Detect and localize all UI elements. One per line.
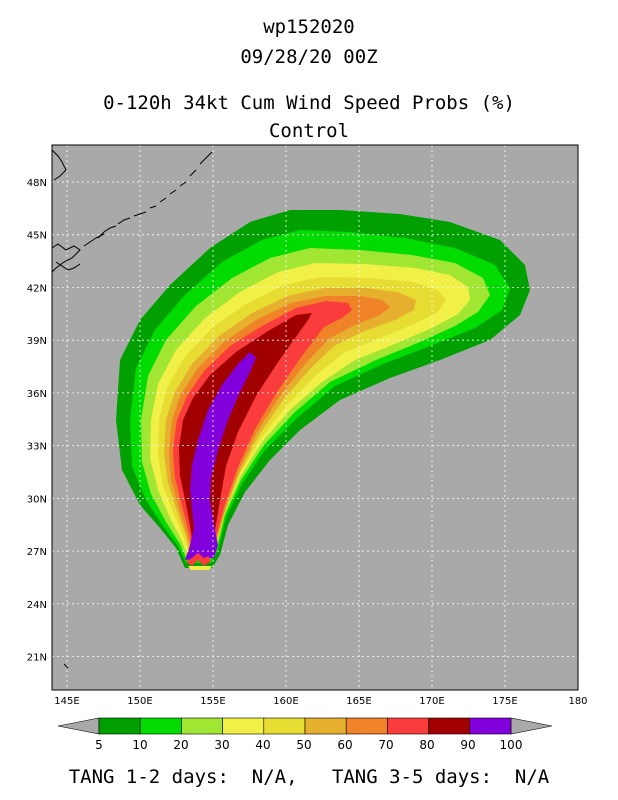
- map-frame: [51, 144, 579, 691]
- lat-tick: 24N: [27, 600, 47, 611]
- colorbar-label: 70: [378, 738, 393, 752]
- lat-tick: 21N: [27, 653, 47, 664]
- colorbar-swatch: [181, 717, 223, 735]
- lon-tick: 145E: [54, 696, 79, 707]
- colorbar-swatch: [345, 717, 388, 735]
- colorbar-label: 30: [214, 738, 229, 752]
- lon-tick: 180: [568, 696, 587, 707]
- lat-tick: 33N: [27, 442, 47, 453]
- prob-band-fringe-yellow: [188, 566, 212, 570]
- product-title: 0-120h 34kt Cum Wind Speed Probs (%): [103, 92, 515, 114]
- colorbar-label: 100: [500, 738, 523, 752]
- run-label: Control: [268, 120, 350, 142]
- lat-tick: 30N: [27, 494, 47, 505]
- tang-12-label: TANG 1-2 days:: [68, 766, 229, 788]
- colorbar-label: 50: [296, 738, 311, 752]
- colorbar-label: 80: [419, 738, 434, 752]
- lat-labels: 48N 45N 42N 39N 36N 33N 30N 27N 24N 21N: [27, 178, 47, 664]
- colorbar-swatch: [263, 717, 306, 735]
- colorbar-label: 5: [95, 738, 103, 752]
- lon-tick: 155E: [200, 696, 225, 707]
- colorbar: 5 10 20 30 40 50 60 70 80 90 100: [57, 717, 553, 752]
- colorbar-label: 40: [255, 738, 270, 752]
- lon-tick: 170E: [419, 696, 444, 707]
- colorbar-swatch: [98, 717, 141, 735]
- map-grid: [52, 145, 578, 690]
- colorbar-swatch: [469, 717, 512, 735]
- lat-tick: 42N: [27, 284, 47, 295]
- colorbar-low-arrow: [57, 717, 100, 735]
- tang-35-label: TANG 3-5 days:: [331, 766, 493, 788]
- colorbar-swatch: [387, 717, 429, 735]
- lat-tick: 27N: [27, 547, 47, 558]
- prob-band-fringe: [186, 553, 211, 566]
- prob-band-80: [179, 313, 312, 548]
- colorbar-swatch: [222, 717, 265, 735]
- lon-tick: 150E: [127, 696, 152, 707]
- lat-tick: 39N: [27, 336, 47, 347]
- colorbar-label: 60: [337, 738, 352, 752]
- coastline: [52, 149, 213, 669]
- tang-footer: TANG 1-2 days: N/A, TANG 3-5 days: N/A: [0, 766, 618, 788]
- tang-35-value: N/A: [514, 766, 550, 788]
- lon-labels: 145E 150E 155E 160E 165E 170E 175E 180: [54, 696, 587, 707]
- lat-tick: 45N: [27, 231, 47, 242]
- colorbar-label: 90: [460, 738, 475, 752]
- colorbar-swatch: [304, 717, 347, 735]
- colorbar-swatch: [428, 717, 471, 735]
- tang-12-value: N/A,: [251, 766, 298, 788]
- lat-tick: 48N: [27, 178, 47, 189]
- colorbar-swatch: [139, 717, 182, 735]
- lon-tick: 175E: [492, 696, 517, 707]
- colorbar-label: 10: [132, 738, 147, 752]
- lon-tick: 160E: [273, 696, 298, 707]
- storm-id: wp152020: [263, 16, 355, 38]
- lat-tick: 36N: [27, 389, 47, 400]
- prob-band-90: [185, 352, 256, 560]
- probability-swath: [116, 210, 530, 570]
- lon-tick: 165E: [346, 696, 371, 707]
- forecast-datetime: 09/28/20 00Z: [240, 46, 378, 68]
- colorbar-high-arrow: [510, 717, 553, 735]
- colorbar-label: 20: [173, 738, 188, 752]
